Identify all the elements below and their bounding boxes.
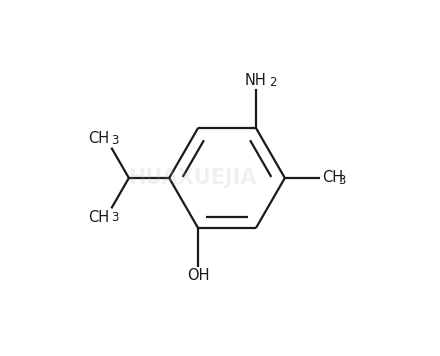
Text: CH: CH xyxy=(88,131,110,146)
Text: 3: 3 xyxy=(111,211,119,224)
Text: NH: NH xyxy=(245,73,267,88)
Text: 3: 3 xyxy=(111,134,119,147)
Text: 3: 3 xyxy=(338,174,346,187)
Text: CH: CH xyxy=(322,171,343,185)
Text: OH: OH xyxy=(187,268,209,283)
Text: CH: CH xyxy=(88,210,110,225)
Text: HUAXUEJIA: HUAXUEJIA xyxy=(128,168,256,188)
Text: 2: 2 xyxy=(269,76,277,89)
